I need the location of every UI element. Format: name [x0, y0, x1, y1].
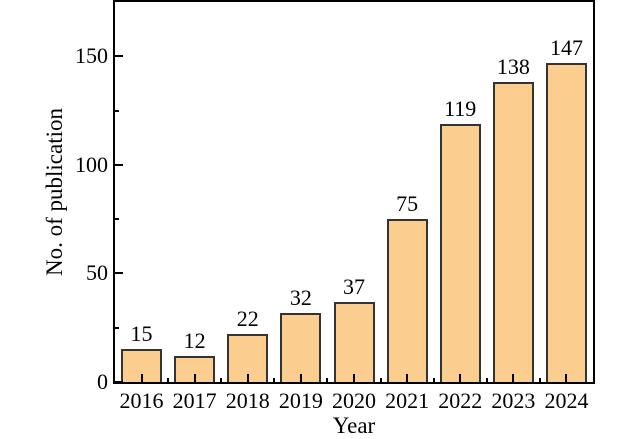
- y-tick-label: 50: [86, 260, 108, 286]
- y-axis-minor-tick: [115, 218, 119, 221]
- bar: [386, 219, 428, 382]
- x-axis-minor-tick: [220, 378, 223, 382]
- x-axis-major-tick: [140, 374, 143, 382]
- x-axis-minor-tick: [432, 378, 435, 382]
- x-axis-minor-tick: [167, 378, 170, 382]
- x-axis-minor-tick: [485, 378, 488, 382]
- x-tick-label: 2023: [491, 388, 536, 413]
- y-axis-major-tick: [115, 163, 123, 166]
- bar-value-label: 32: [289, 285, 312, 310]
- bar-value-label: 138: [496, 54, 530, 79]
- x-axis-major-tick: [512, 374, 515, 382]
- x-axis-minor-tick: [379, 378, 382, 382]
- bar-value-label: 119: [444, 96, 477, 121]
- bar-value-label: 22: [236, 306, 259, 331]
- bar-value-label: 12: [183, 328, 206, 353]
- bar: [439, 124, 481, 382]
- bar-value-label: 147: [549, 35, 583, 60]
- y-tick-label: 100: [75, 151, 108, 177]
- bar-value-label: 37: [343, 274, 365, 299]
- x-axis-major-tick: [565, 374, 568, 382]
- x-axis-minor-tick: [273, 378, 276, 382]
- bar-value-label: 75: [396, 191, 419, 216]
- y-axis-minor-tick: [115, 326, 119, 329]
- x-axis-minor-tick: [538, 378, 541, 382]
- y-axis-major-tick: [115, 381, 123, 383]
- y-axis-minor-tick: [115, 109, 119, 112]
- x-axis-major-tick: [459, 374, 462, 382]
- y-tick-label: 150: [75, 43, 108, 69]
- bar: [280, 313, 322, 382]
- y-axis-major-tick: [115, 272, 123, 275]
- x-axis-major-tick: [353, 374, 355, 382]
- x-tick-label: 2022: [438, 388, 483, 413]
- y-tick-label: 0: [97, 369, 108, 394]
- x-tick-label: 2017: [172, 388, 217, 413]
- bar: [545, 63, 587, 382]
- x-tick-label: 2024: [544, 388, 589, 413]
- x-axis-minor-tick: [326, 378, 329, 382]
- x-axis-title: Year: [332, 413, 376, 438]
- bar-value-label: 15: [130, 321, 153, 346]
- plot-area: [113, 0, 595, 384]
- bar: [333, 302, 375, 382]
- y-axis-title: No. of publication: [42, 108, 67, 276]
- bar: [492, 82, 534, 382]
- x-tick-label: 2016: [119, 388, 164, 413]
- x-axis-major-tick: [299, 374, 302, 382]
- x-axis-major-tick: [193, 374, 196, 382]
- x-tick-label: 2020: [332, 388, 376, 413]
- x-tick-label: 2018: [225, 388, 270, 413]
- x-tick-label: 2021: [385, 388, 430, 413]
- x-axis-major-tick: [406, 374, 409, 382]
- x-axis-major-tick: [246, 374, 249, 382]
- x-tick-label: 2019: [278, 388, 323, 413]
- y-axis-major-tick: [115, 55, 123, 58]
